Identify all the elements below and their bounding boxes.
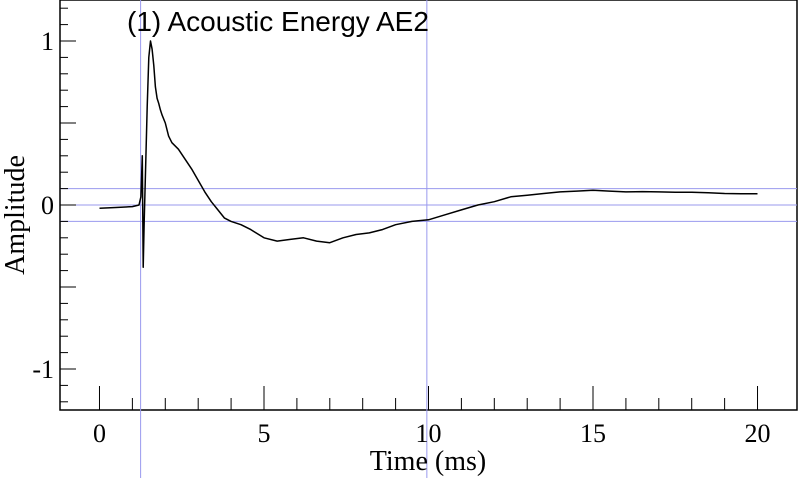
series-line: [99, 40, 758, 269]
y-axis: -1 0 1: [32, 7, 76, 403]
reference-lines: [60, 0, 797, 478]
x-tick-label: 15: [580, 419, 606, 448]
x-tick-label: 5: [257, 419, 270, 448]
x-axis-title: Time (ms): [370, 446, 486, 477]
chart-title: (1) Acoustic Energy AE2: [127, 6, 429, 37]
y-axis-title: Amplitude: [0, 155, 31, 275]
x-tick-label: 10: [416, 419, 442, 448]
y-tick-label: 1: [41, 27, 54, 56]
y-tick-label: 0: [41, 191, 54, 220]
x-tick-label: 20: [745, 419, 771, 448]
y-tick-label: -1: [32, 355, 54, 384]
x-tick-label: 0: [93, 419, 106, 448]
x-axis: 0 5 10 15 20: [93, 386, 771, 448]
